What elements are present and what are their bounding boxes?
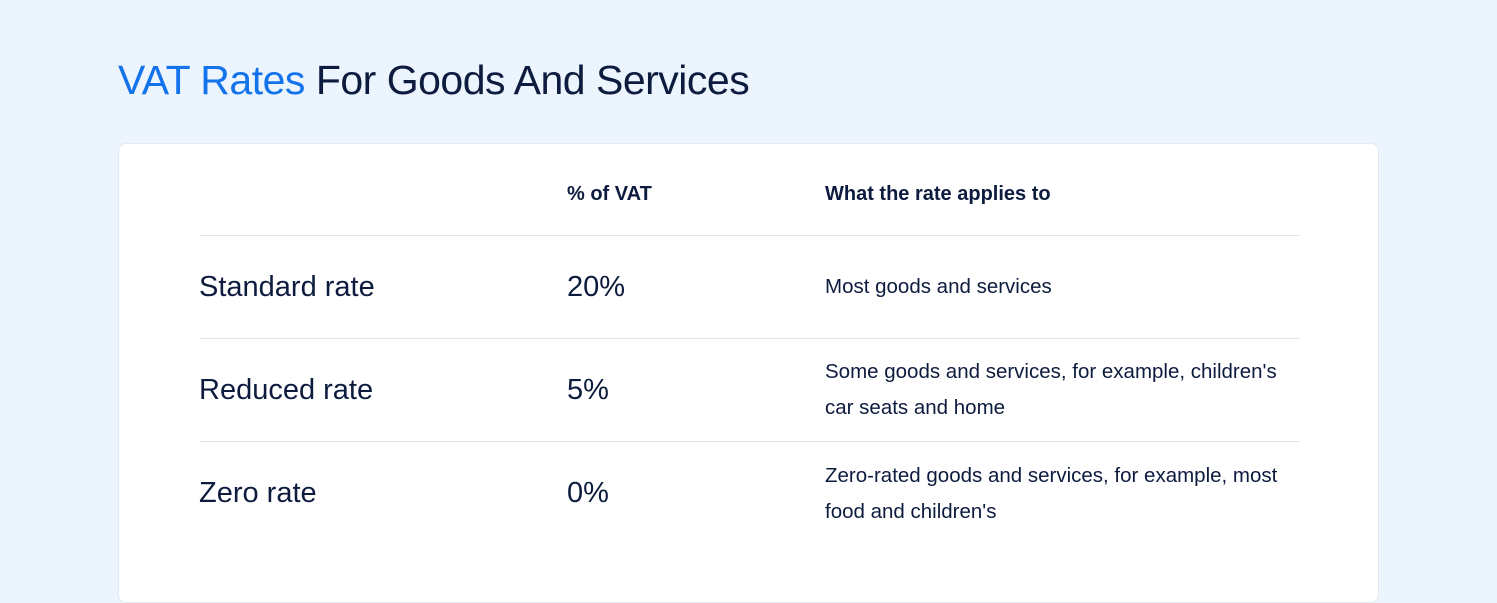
rate-name: Standard rate	[199, 270, 375, 303]
rate-percent: 5%	[567, 373, 609, 406]
table-row: Standard rate 20% Most goods and service…	[199, 236, 1300, 339]
column-header-applies-to: What the rate applies to	[825, 183, 1051, 205]
vat-rates-card: % of VAT What the rate applies to Standa…	[118, 143, 1379, 603]
table-row: Zero rate 0% Zero-rated goods and servic…	[199, 442, 1300, 545]
rate-description: Most goods and services	[825, 275, 1052, 298]
page-title: VAT Rates For Goods And Services	[118, 56, 750, 104]
rate-percent: 0%	[567, 477, 609, 509]
rate-name: Reduced rate	[199, 373, 374, 406]
page-title-accent: VAT Rates	[118, 57, 305, 103]
table-row: Reduced rate 5% Some goods and services,…	[199, 339, 1300, 442]
rate-description: Zero-rated goods and services, for examp…	[825, 463, 1278, 523]
rate-name: Zero rate	[199, 477, 317, 509]
vat-rates-table: % of VAT What the rate applies to Standa…	[199, 144, 1300, 545]
column-header-percent: % of VAT	[567, 183, 652, 205]
page-title-rest: For Goods And Services	[315, 57, 750, 103]
rate-percent: 20%	[567, 270, 626, 303]
rate-description: Some goods and services, for example, ch…	[825, 360, 1277, 419]
table-header-row: % of VAT What the rate applies to	[199, 144, 1300, 236]
